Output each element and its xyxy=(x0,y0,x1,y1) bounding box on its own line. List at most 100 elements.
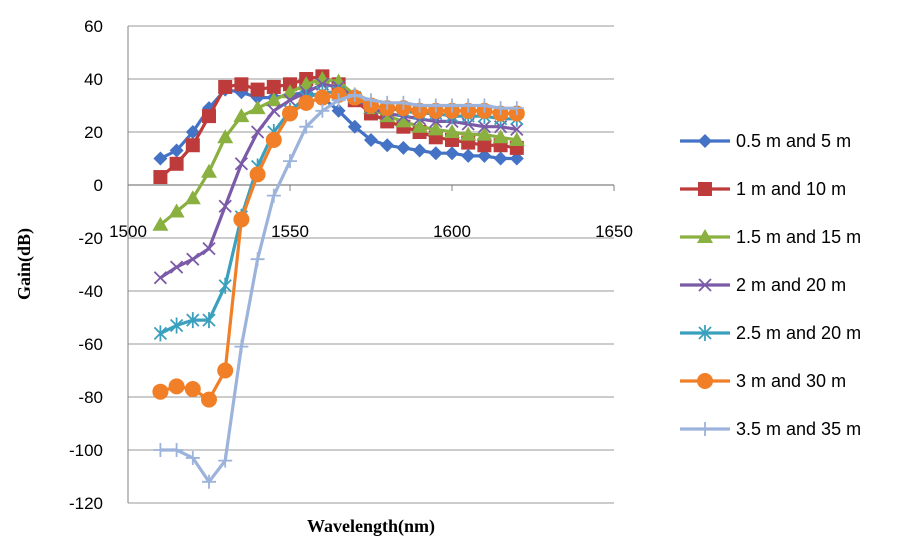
legend-label: 1.5 m and 15 m xyxy=(736,227,861,247)
data-point xyxy=(283,93,297,107)
data-point xyxy=(412,98,427,113)
x-tick-label: 1550 xyxy=(271,222,309,241)
legend-marker xyxy=(697,229,713,243)
data-point xyxy=(169,143,184,158)
data-point xyxy=(267,104,281,118)
data-point xyxy=(153,271,168,285)
data-point xyxy=(201,163,217,178)
data-point xyxy=(153,170,168,185)
data-point xyxy=(510,122,524,136)
data-point xyxy=(380,138,395,153)
data-point xyxy=(314,89,331,106)
data-point xyxy=(380,95,395,110)
data-point xyxy=(428,146,443,161)
data-point xyxy=(282,105,298,122)
x-tick-labels: 1500 1550 1600 1650 xyxy=(109,222,633,241)
data-point xyxy=(218,79,233,94)
data-point xyxy=(250,252,265,267)
y-tick-label: -20 xyxy=(78,229,103,248)
legend-entry: 2.5 m and 20 m xyxy=(680,323,861,343)
data-point xyxy=(169,443,184,457)
data-point xyxy=(185,450,200,465)
axes xyxy=(127,26,615,503)
series-line xyxy=(160,93,517,484)
data-point xyxy=(186,312,200,329)
legend-label: 2 m and 20 m xyxy=(736,275,846,295)
legend: 0.5 m and 5 m 1 m and 10 m 1.5 m and 15 m 2… xyxy=(680,131,861,439)
data-point xyxy=(347,87,362,102)
data-point xyxy=(233,211,250,228)
data-point xyxy=(202,241,216,256)
x-axis-title: Wavelength(nm) xyxy=(307,516,435,536)
data-point xyxy=(508,131,525,146)
data-point xyxy=(249,166,266,183)
data-point xyxy=(509,151,524,166)
data-point xyxy=(169,317,184,334)
data-point xyxy=(427,121,444,136)
data-point xyxy=(283,154,297,169)
y-tick-label: -40 xyxy=(78,282,103,301)
data-point xyxy=(411,118,428,133)
data-point xyxy=(168,203,185,218)
data-point xyxy=(396,140,411,155)
data-point xyxy=(282,84,298,99)
legend-marker xyxy=(697,373,713,389)
data-point xyxy=(234,77,249,92)
data-point xyxy=(265,92,282,107)
data-point xyxy=(396,95,411,110)
data-point xyxy=(493,101,508,116)
data-point xyxy=(249,100,266,115)
data-point xyxy=(476,126,493,141)
data-point xyxy=(477,138,492,153)
data-point xyxy=(331,93,346,108)
data-point xyxy=(152,383,169,400)
data-point xyxy=(461,148,476,163)
data-point xyxy=(153,151,168,166)
data-point xyxy=(218,453,233,468)
y-tick-label: 40 xyxy=(84,70,103,89)
data-point xyxy=(265,131,282,148)
data-point xyxy=(493,151,508,166)
data-point xyxy=(315,103,330,118)
legend-label: 2.5 m and 20 m xyxy=(736,323,861,343)
legend-label: 3.5 m and 35 m xyxy=(736,419,861,439)
data-point xyxy=(233,108,250,123)
series-layer xyxy=(152,69,525,489)
data-point xyxy=(266,188,281,203)
legend-marker xyxy=(698,325,712,341)
legend-entry: 1.5 m and 15 m xyxy=(680,227,861,247)
y-tick-label: -100 xyxy=(69,441,103,460)
legend-entry: 2 m and 20 m xyxy=(680,275,846,295)
y-tick-label: 20 xyxy=(84,123,103,142)
y-tick-label: -120 xyxy=(69,494,103,513)
data-point xyxy=(428,98,443,113)
data-point xyxy=(202,474,216,489)
data-point xyxy=(217,362,234,379)
data-point xyxy=(364,132,378,147)
legend-marker xyxy=(698,422,712,436)
x-tick-label: 1600 xyxy=(433,222,471,241)
series-6 xyxy=(152,86,525,408)
data-point xyxy=(218,199,232,213)
data-point xyxy=(461,98,476,113)
data-point xyxy=(185,138,200,153)
data-point xyxy=(395,113,412,128)
data-point xyxy=(153,443,168,457)
legend-label: 3 m and 30 m xyxy=(736,371,846,391)
data-point xyxy=(202,312,216,329)
x-tick-label: 1500 xyxy=(109,222,147,241)
legend-marker xyxy=(698,278,712,292)
data-point xyxy=(184,190,201,205)
data-point xyxy=(250,125,265,139)
data-point xyxy=(477,120,492,134)
data-point xyxy=(412,143,427,158)
data-point xyxy=(202,109,216,124)
data-point xyxy=(217,129,234,144)
data-point xyxy=(477,98,492,113)
legend-label: 1 m and 10 m xyxy=(736,179,846,199)
data-point xyxy=(201,391,217,408)
data-point xyxy=(169,260,184,274)
y-tick-label: 60 xyxy=(84,17,103,36)
data-point xyxy=(218,277,232,294)
